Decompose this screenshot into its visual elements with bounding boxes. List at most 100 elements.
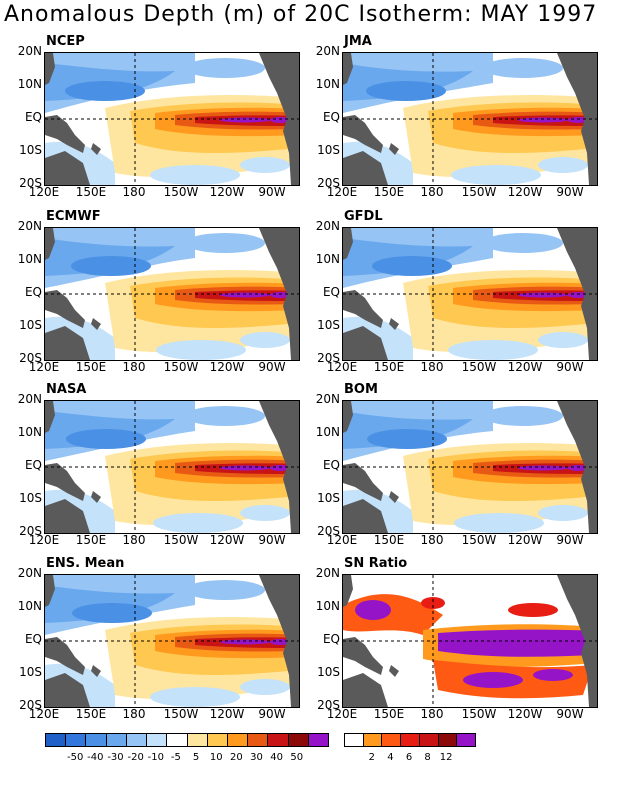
latitude-label: 10S [317, 665, 340, 679]
panel-title: NASA [46, 382, 87, 397]
panel-title: ENS. Mean [46, 556, 125, 571]
longitude-label: 150W [163, 360, 199, 374]
colorbar-tick-label: 4 [387, 752, 394, 763]
colorbar-swatch [167, 734, 188, 746]
colorbar-tick-label: 40 [270, 752, 283, 763]
map-panel [342, 52, 598, 186]
map-panel [342, 574, 598, 708]
panel-title: JMA [344, 34, 372, 49]
latitude-label: 20S [19, 351, 42, 365]
colorbar-tick-label: -5 [170, 752, 181, 763]
colorbar-swatch [345, 734, 364, 746]
longitude-label: 90W [258, 707, 286, 721]
latitude-label: 20N [17, 566, 42, 580]
latitude-label: 10S [317, 491, 340, 505]
longitude-label: 150E [75, 360, 107, 374]
latitude-label: EQ [24, 285, 42, 299]
longitude-label: 90W [556, 360, 584, 374]
latitude-label: 10N [17, 252, 42, 266]
colorbar-swatch [46, 734, 67, 746]
panel-title: BOM [344, 382, 378, 397]
map-panel [44, 400, 300, 534]
colorbar-swatch [86, 734, 107, 746]
longitude-label: 150W [163, 533, 199, 547]
longitude-label: 150E [75, 533, 107, 547]
colorbar-tick-label: -50 [67, 752, 84, 763]
colorbar-swatch [248, 734, 269, 746]
anomaly-colorbar [45, 733, 329, 747]
latitude-label: 10N [315, 252, 340, 266]
latitude-label: EQ [24, 458, 42, 472]
colorbar-swatch [187, 734, 208, 746]
map-field [45, 575, 299, 707]
panel-title: ECMWF [46, 209, 101, 224]
map-panel [44, 574, 300, 708]
latitude-label: 20N [315, 566, 340, 580]
longitude-label: 90W [556, 185, 584, 199]
longitude-label: 120E [326, 707, 358, 721]
latitude-label: EQ [24, 632, 42, 646]
latitude-label: 10N [315, 77, 340, 91]
latitude-label: 20N [315, 219, 340, 233]
latitude-label: 10S [19, 143, 42, 157]
longitude-label: 120E [326, 185, 358, 199]
longitude-label: 120W [209, 360, 245, 374]
longitude-label: 180 [420, 185, 444, 199]
latitude-label: EQ [322, 110, 340, 124]
longitude-label: 180 [122, 707, 146, 721]
latitude-label: 20S [19, 176, 42, 190]
longitude-label: 120E [28, 360, 60, 374]
latitude-label: EQ [322, 632, 340, 646]
longitude-label: 150E [373, 185, 405, 199]
colorbar-swatch [268, 734, 289, 746]
longitude-label: 90W [258, 185, 286, 199]
colorbar-tick-label: 50 [290, 752, 304, 763]
colorbar-tick-label: 5 [192, 752, 200, 763]
colorbar-swatch [363, 734, 383, 746]
latitude-label: 10N [315, 425, 340, 439]
colorbar-swatch [106, 734, 127, 746]
latitude-label: 20N [17, 44, 42, 58]
map-field [45, 401, 299, 533]
longitude-label: 90W [556, 533, 584, 547]
colorbar-swatch [401, 734, 420, 746]
longitude-label: 120W [507, 360, 543, 374]
longitude-label: 150E [75, 185, 107, 199]
colorbar-swatch [66, 734, 87, 746]
latitude-label: 10S [317, 143, 340, 157]
longitude-label: 120E [28, 707, 60, 721]
latitude-label: 10S [19, 491, 42, 505]
map-field [45, 53, 299, 185]
longitude-label: 150W [461, 707, 497, 721]
colorbar-tick-label: -10 [147, 752, 164, 763]
panel-title: SN Ratio [344, 556, 408, 571]
colorbar-tick-label: -30 [107, 752, 124, 763]
longitude-label: 150E [373, 360, 405, 374]
longitude-label: 150W [163, 185, 199, 199]
longitude-label: 180 [122, 185, 146, 199]
longitude-label: 120E [28, 533, 60, 547]
panel-title: NCEP [46, 34, 85, 49]
latitude-label: 20N [315, 392, 340, 406]
colorbar-tick-label: -40 [87, 752, 104, 763]
longitude-label: 120W [507, 707, 543, 721]
longitude-label: 120W [507, 185, 543, 199]
colorbar-tick-label: 8 [424, 752, 431, 763]
colorbar-swatch [147, 734, 168, 746]
latitude-label: 20S [317, 351, 340, 365]
longitude-label: 150W [163, 707, 199, 721]
colorbar-tick-label: 12 [439, 752, 453, 763]
colorbar-swatch [438, 734, 458, 746]
longitude-label: 180 [122, 360, 146, 374]
longitude-label: 150E [75, 707, 107, 721]
latitude-label: 20S [317, 176, 340, 190]
longitude-label: 120W [209, 533, 245, 547]
colorbar-tick-label: 30 [250, 752, 263, 763]
longitude-label: 150E [373, 533, 405, 547]
latitude-label: 10N [17, 599, 42, 613]
map-field [45, 228, 299, 360]
longitude-label: 120W [507, 533, 543, 547]
colorbar-swatch [227, 734, 249, 746]
latitude-label: EQ [322, 458, 340, 472]
latitude-label: 10N [17, 77, 42, 91]
